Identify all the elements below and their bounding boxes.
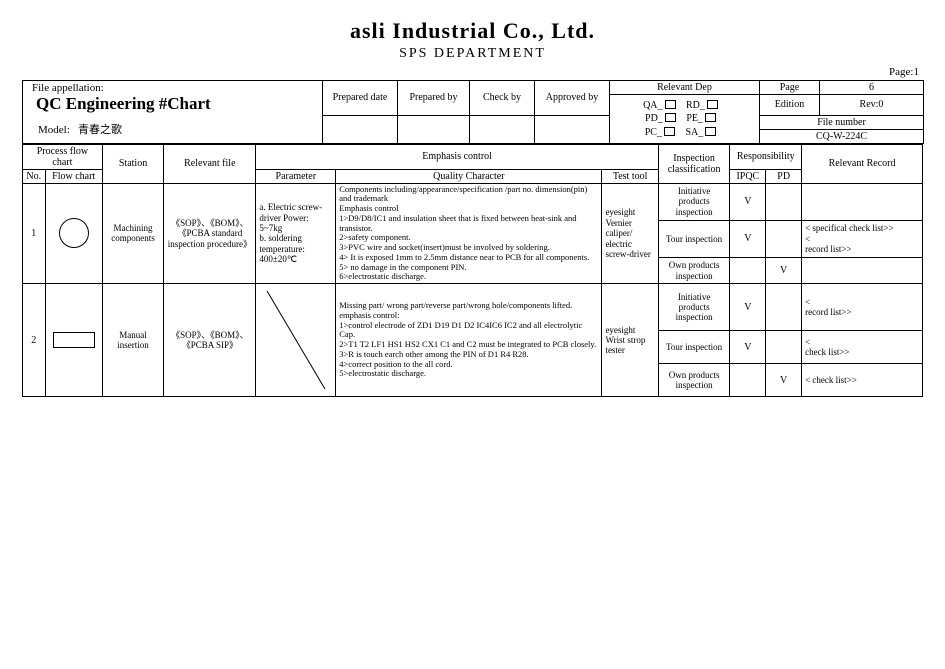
station-cell: Manual insertion <box>102 284 163 397</box>
record-cell: < check list>> <box>802 364 923 397</box>
flow-circle-icon <box>59 218 89 248</box>
page-value: 6 <box>820 81 924 95</box>
hdr-emphasis-control: Emphasis control <box>256 144 658 169</box>
ipqc-cell: V <box>730 284 766 331</box>
ipqc-cell: V <box>730 183 766 220</box>
hdr-pd: PD <box>766 169 802 183</box>
hdr-no: No. <box>23 169 46 183</box>
hdr-flow-chart: Flow chart <box>45 169 102 183</box>
insp-cell: Tour inspection <box>658 220 730 257</box>
approved-by-value <box>535 115 610 143</box>
file-number-value: CQ-W-224C <box>760 129 924 143</box>
parameter-cell <box>256 284 336 397</box>
hdr-relevant-file: Relevant file <box>164 144 256 183</box>
pd-cell <box>766 284 802 331</box>
ipqc-cell <box>730 364 766 397</box>
edition-label: Edition <box>760 95 820 116</box>
hdr-quality-character: Quality Character <box>336 169 602 183</box>
relevant-file-cell: 《SOP》、《BOM》、《PCBA SIP》 <box>164 284 256 397</box>
model-cell: Model: 青春之歌 <box>23 115 323 143</box>
ipqc-cell: V <box>730 220 766 257</box>
hdr-parameter: Parameter <box>256 169 336 183</box>
station-cell: Machining components <box>102 183 163 284</box>
insp-cell: Tour inspection <box>658 331 730 364</box>
hdr-responsibility: Responsibility <box>730 144 802 169</box>
hdr-station: Station <box>102 144 163 183</box>
hdr-test-tool: Test tool <box>602 169 658 183</box>
prepared-date-value <box>323 115 398 143</box>
file-number-label: File number <box>760 115 924 129</box>
dep-opt: PC_ <box>645 127 683 138</box>
record-cell: < record list>> <box>802 284 923 331</box>
relevant-dep-header: Relevant Dep <box>610 81 760 95</box>
hdr-relevant-record: Relevant Record <box>802 144 923 183</box>
pd-cell: V <box>766 258 802 284</box>
ipqc-cell: V <box>730 331 766 364</box>
prepared-date-header: Prepared date <box>323 81 398 116</box>
insp-cell: Initiative products inspection <box>658 183 730 220</box>
check-by-header: Check by <box>470 81 535 116</box>
dep-opt: PE_ <box>686 113 724 124</box>
record-cell: < check list>> <box>802 331 923 364</box>
dep-opt: PD_ <box>645 113 684 124</box>
ipqc-cell <box>730 258 766 284</box>
company-name: asli Industrial Co., Ltd. <box>22 18 923 44</box>
dep-checkboxes: QA_ RD_ PD_ PE_ PC_ SA_ <box>610 95 760 144</box>
quality-cell: Missing part/ wrong part/reverse part/wr… <box>336 284 602 397</box>
page-header: Page:1 <box>22 66 919 78</box>
model-value: 青春之歌 <box>78 124 122 136</box>
pd-cell <box>766 331 802 364</box>
parameter-cell: a. Electric screw-driver Power: 5~7kg b.… <box>256 183 336 284</box>
table-row: 2 Manual insertion 《SOP》、《BOM》、《PCBA SIP… <box>23 284 923 331</box>
insp-cell: Own products inspection <box>658 364 730 397</box>
row-no: 2 <box>23 284 46 397</box>
approved-by-header: Approved by <box>535 81 610 116</box>
flow-shape-cell <box>45 183 102 284</box>
diagonal-line-icon <box>261 285 331 395</box>
hdr-process-flow: Process flow chart <box>23 144 103 169</box>
pd-cell <box>766 220 802 257</box>
hdr-inspection-class: Inspection classification <box>658 144 730 183</box>
dep-opt: QA_ <box>643 100 683 111</box>
main-table: Process flow chart Station Relevant file… <box>22 144 923 398</box>
record-cell <box>802 183 923 220</box>
dep-opt: RD_ <box>686 100 726 111</box>
flow-rect-icon <box>53 332 95 348</box>
hdr-ipqc: IPQC <box>730 169 766 183</box>
prepared-by-header: Prepared by <box>398 81 470 116</box>
flow-shape-cell <box>45 284 102 397</box>
record-cell: < specifical check list>> < record list>… <box>802 220 923 257</box>
row-no: 1 <box>23 183 46 284</box>
dep-opt: SA_ <box>685 127 724 138</box>
department-name: SPS DEPARTMENT <box>22 46 923 62</box>
insp-cell: Own products inspection <box>658 258 730 284</box>
quality-cell: Components including/appearance/specific… <box>336 183 602 284</box>
table-row: 1 Machining components 《SOP》、《BOM》、《PCBA… <box>23 183 923 220</box>
page-label: Page <box>760 81 820 95</box>
model-label: Model: <box>38 124 70 136</box>
test-tool-cell: eyesight Vernier caliper/ electric screw… <box>602 183 658 284</box>
pd-cell <box>766 183 802 220</box>
insp-cell: Initiative products inspection <box>658 284 730 331</box>
header-table: File appellation: QC Engineering #Chart … <box>22 80 924 144</box>
relevant-file-cell: 《SOP》、《BOM》、《PCBA standard inspection pr… <box>164 183 256 284</box>
edition-value: Rev:0 <box>820 95 924 116</box>
pd-cell: V <box>766 364 802 397</box>
prepared-by-value <box>398 115 470 143</box>
document-page: asli Industrial Co., Ltd. SPS DEPARTMENT… <box>0 0 945 669</box>
test-tool-cell: eyesight Wrist strop tester <box>602 284 658 397</box>
check-by-value <box>470 115 535 143</box>
file-appellation-cell: File appellation: QC Engineering #Chart <box>23 81 323 116</box>
file-appellation-label: File appellation: <box>26 82 319 94</box>
qc-title: QC Engineering #Chart <box>26 94 319 114</box>
record-cell <box>802 258 923 284</box>
